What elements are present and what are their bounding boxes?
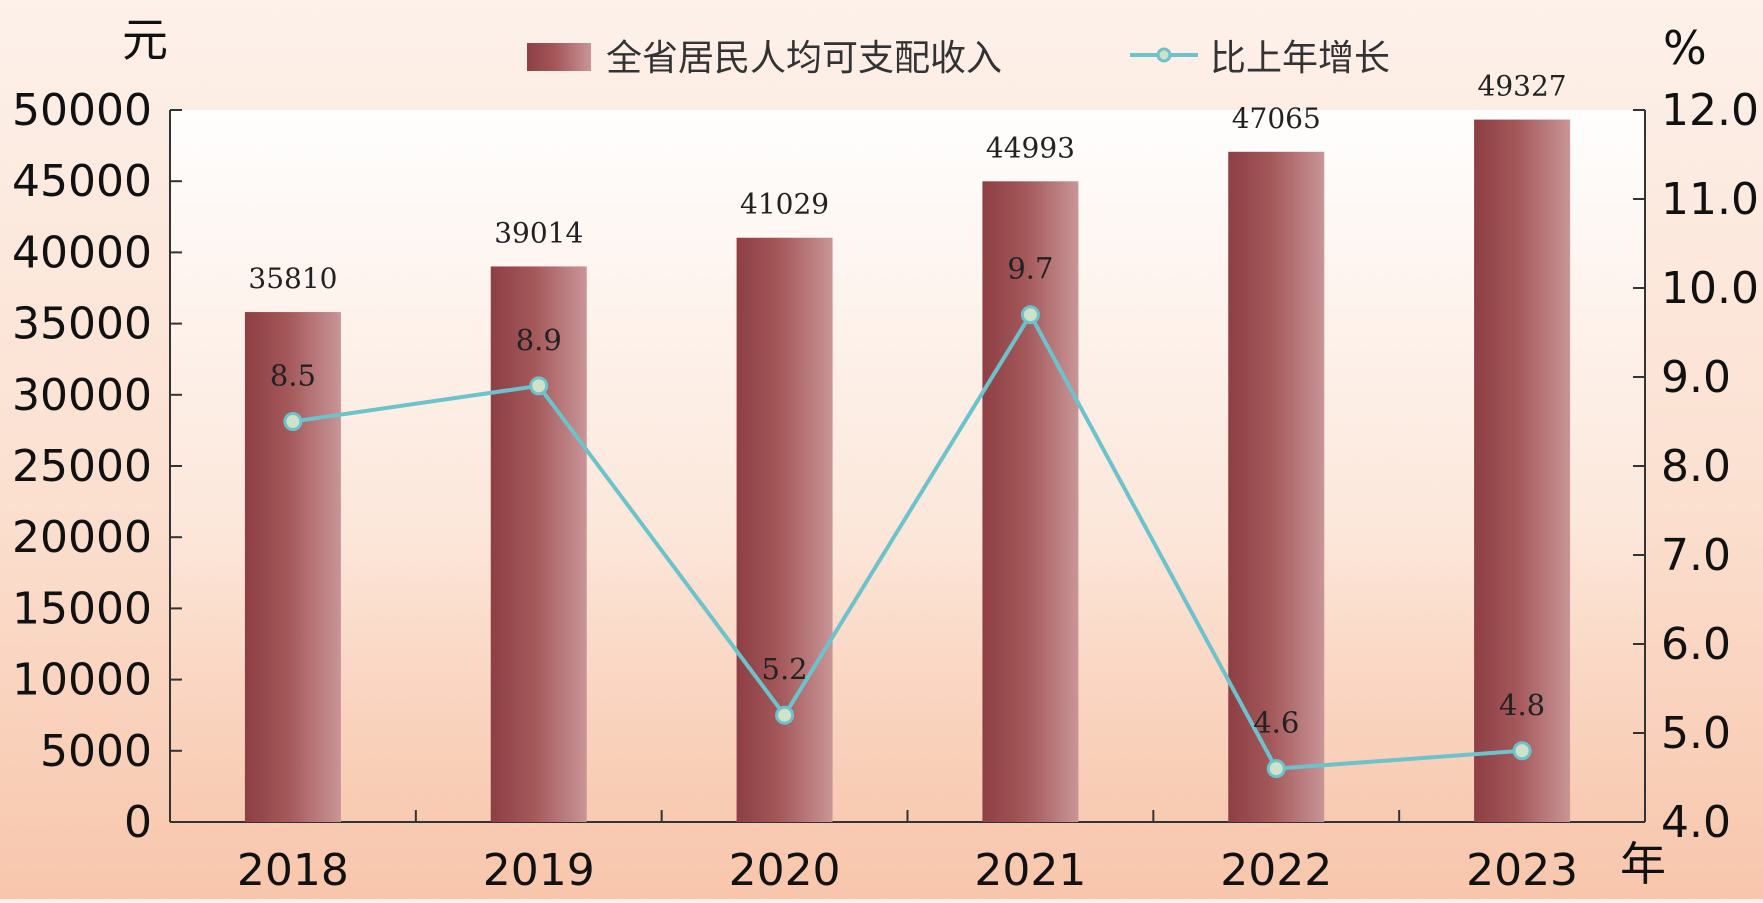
right-tick-label: 10.0 — [1661, 263, 1759, 314]
growth-value-label: 4.6 — [1253, 706, 1299, 740]
bar — [490, 266, 587, 822]
left-tick-label: 0 — [124, 797, 152, 848]
left-tick-label: 45000 — [12, 156, 152, 207]
right-tick-label: 12.0 — [1661, 85, 1759, 136]
right-tick-label: 9.0 — [1661, 352, 1731, 403]
bar — [736, 237, 833, 822]
left-tick-label: 30000 — [12, 370, 152, 421]
line-series: 8.5 8.9 5.2 9.7 4.6 4.8 — [270, 252, 1545, 779]
right-axis: 4.0 5.0 6.0 7.0 8.0 9.0 10.0 11.0 12.0 — [1633, 85, 1759, 848]
growth-point — [283, 412, 303, 431]
x-tick-label: 2022 — [1220, 845, 1332, 896]
growth-value-label: 9.7 — [1007, 252, 1053, 286]
legend-bar-label: 全省居民人均可支配收入 — [606, 38, 1002, 79]
growth-line — [292, 312, 1523, 771]
growth-value-label: 8.5 — [270, 359, 316, 393]
x-tick-label: 2019 — [483, 845, 595, 896]
left-tick-label: 5000 — [40, 726, 152, 777]
bar-series: 35810 39014 41029 44993 47065 49327 — [244, 70, 1571, 823]
left-tick-label: 50000 — [12, 85, 152, 136]
right-axis-unit: % — [1663, 21, 1707, 75]
growth-point — [1512, 741, 1532, 761]
left-axis-unit: 元 — [122, 13, 168, 67]
bar-value-label: 49327 — [1478, 70, 1567, 103]
left-tick-label: 20000 — [12, 512, 152, 563]
x-tick-label: 2023 — [1466, 845, 1578, 896]
left-axis: 0 5000 10000 15000 20000 25000 30000 35000 40000… — [12, 85, 182, 848]
growth-point — [1266, 759, 1286, 779]
legend-bar-swatch — [527, 43, 591, 71]
right-tick-label: 8.0 — [1661, 441, 1731, 492]
bar-value-label: 35810 — [248, 262, 337, 295]
bar — [1474, 119, 1571, 823]
x-tick-label: 2018 — [237, 845, 349, 896]
growth-value-label: 5.2 — [762, 652, 808, 686]
left-tick-label: 25000 — [12, 441, 152, 492]
left-tick-label: 15000 — [12, 583, 152, 634]
growth-point — [529, 376, 549, 396]
left-tick-label: 35000 — [12, 299, 152, 350]
growth-point — [1020, 305, 1040, 325]
right-tick-label: 6.0 — [1661, 619, 1731, 670]
growth-value-label: 4.8 — [1499, 688, 1545, 722]
bar-value-label: 39014 — [494, 216, 583, 249]
left-tick-label: 40000 — [12, 227, 152, 278]
bar — [982, 181, 1079, 822]
bar-value-label: 41029 — [740, 188, 829, 221]
right-tick-label: 5.0 — [1661, 708, 1731, 759]
plot-area — [170, 110, 1645, 822]
x-tick-label: 2021 — [974, 845, 1086, 896]
right-tick-label: 4.0 — [1661, 797, 1731, 848]
left-tick-label: 10000 — [12, 655, 152, 706]
growth-point — [775, 705, 795, 725]
legend-line-marker — [1156, 47, 1172, 63]
right-tick-label: 11.0 — [1661, 174, 1759, 225]
right-tick-label: 7.0 — [1661, 530, 1731, 581]
bar-value-label: 47065 — [1232, 102, 1321, 135]
legend-line-label: 比上年增长 — [1210, 38, 1390, 79]
x-axis-unit: 年 — [1620, 837, 1666, 891]
bar — [244, 312, 341, 822]
bar-value-label: 44993 — [986, 131, 1075, 164]
growth-value-label: 8.9 — [516, 323, 562, 357]
x-axis: 2018 2019 2020 2021 2022 2023 — [170, 810, 1645, 896]
legend: 全省居民人均可支配收入 比上年增长 — [527, 38, 1390, 79]
x-tick-label: 2020 — [729, 845, 841, 896]
